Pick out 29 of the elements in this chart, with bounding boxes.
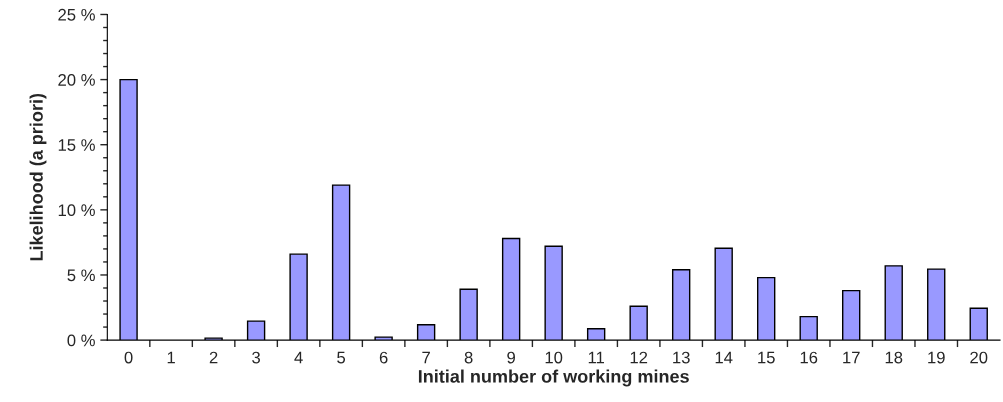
- x-axis-title: Initial number of working mines: [418, 369, 689, 387]
- x-tick-label: 15: [758, 351, 775, 364]
- x-tick-label: 12: [630, 351, 648, 364]
- x-tick-label: 17: [843, 351, 860, 364]
- x-tick-label: 1: [167, 351, 175, 364]
- y-axis-title: Likelihood (a priori): [29, 93, 47, 261]
- y-tick-label: 0 %: [67, 334, 95, 347]
- x-tick-label: 9: [507, 351, 515, 364]
- y-tick-label: 5 %: [67, 269, 95, 282]
- x-tick-label: 2: [209, 351, 218, 364]
- x-tick-label: 13: [673, 351, 690, 364]
- x-tick-label: 18: [885, 351, 903, 364]
- x-tick-label: 11: [588, 351, 605, 364]
- x-tick-label: 4: [294, 351, 303, 364]
- y-tick-label: 10 %: [58, 204, 95, 217]
- y-tick-label: 20 %: [58, 74, 95, 86]
- x-tick-label: 19: [928, 351, 945, 364]
- x-tick-label: 7: [422, 351, 430, 364]
- x-tick-label: 14: [715, 351, 733, 364]
- x-tick-label: 0: [124, 351, 133, 364]
- x-tick-label: 16: [800, 351, 818, 364]
- x-tick-label: 8: [464, 351, 473, 364]
- x-tick-label: 10: [545, 351, 563, 364]
- x-tick-label: 20: [970, 351, 988, 364]
- x-tick-label: 3: [252, 351, 260, 364]
- x-tick-label: 5: [337, 351, 346, 364]
- y-tick-label: 15 %: [58, 139, 95, 151]
- x-tick-label: 6: [379, 351, 388, 364]
- y-tick-label: 25 %: [58, 8, 95, 21]
